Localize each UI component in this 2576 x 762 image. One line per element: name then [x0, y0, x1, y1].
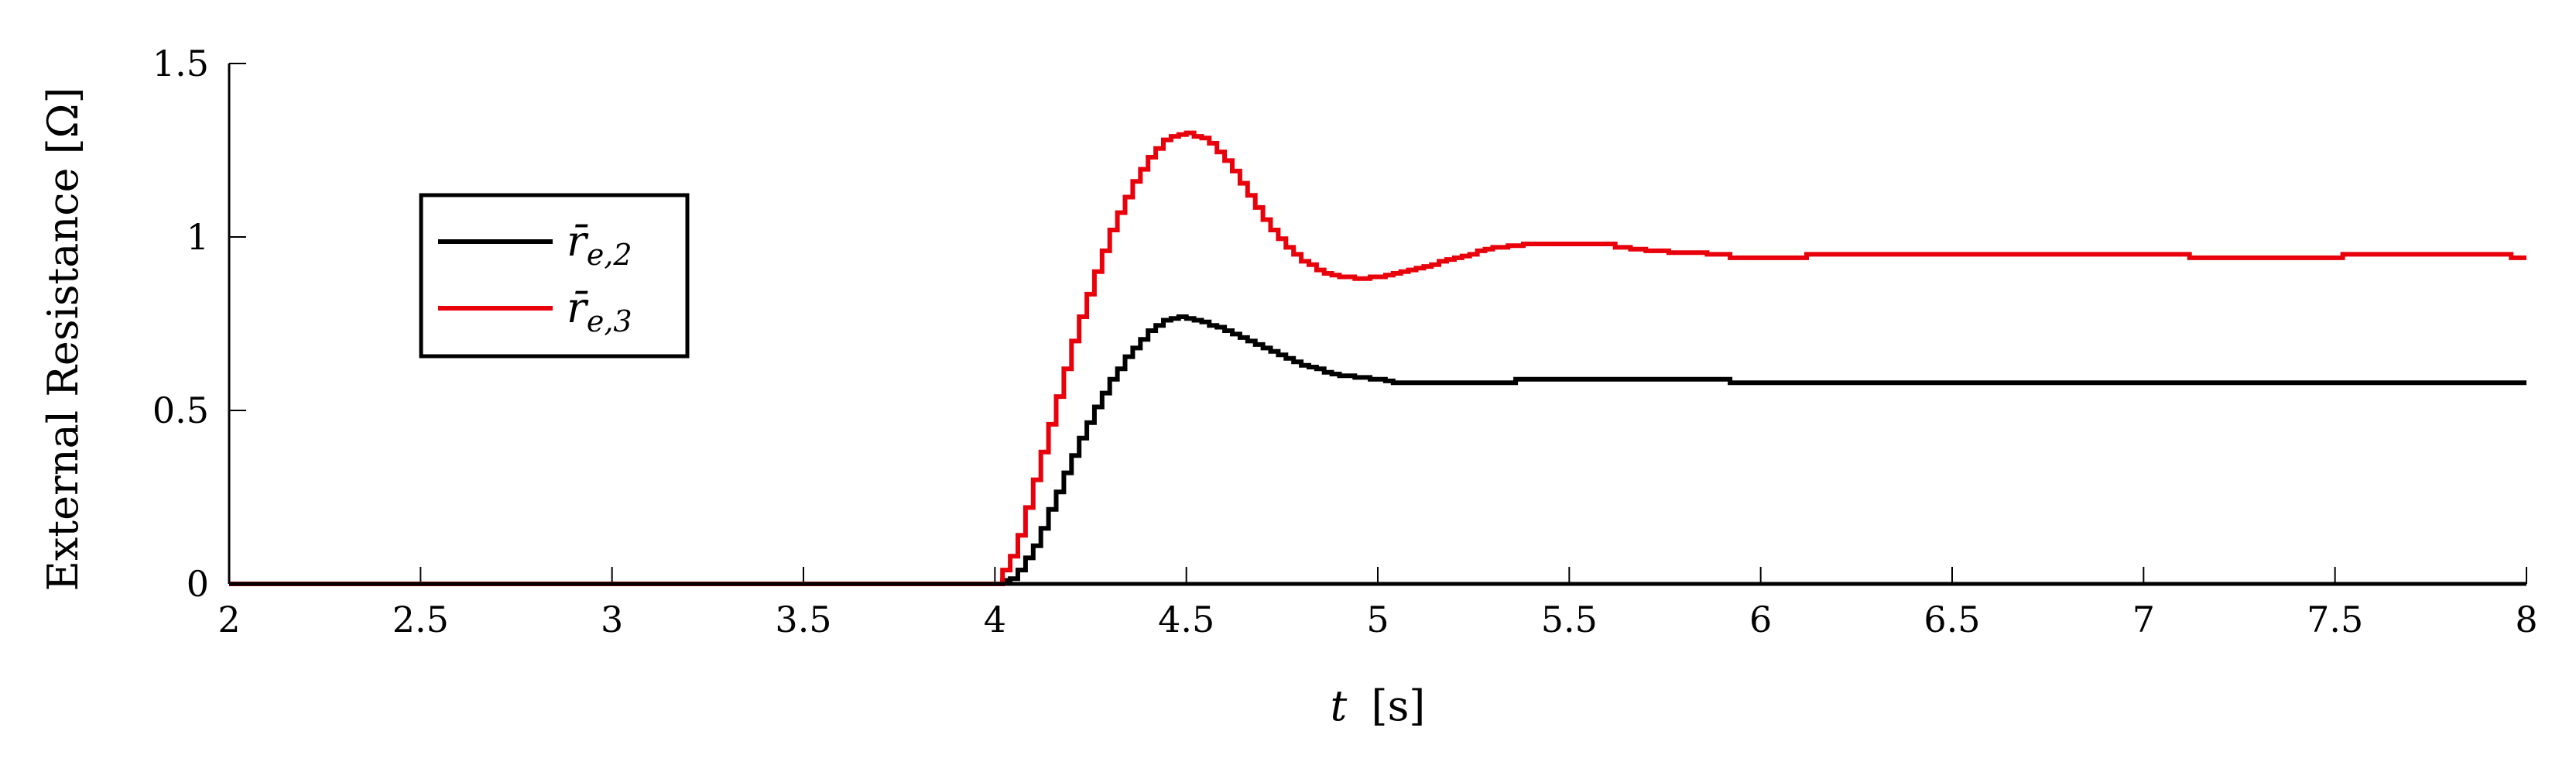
legend-box: [419, 193, 690, 359]
y-tick-label: 1.5: [152, 43, 209, 84]
x-axis-ticks: 2 2.5 3 3.5 4 4.5 5 5.5 6 6.5 7 7.5 8: [218, 567, 2538, 640]
x-tick-label: 3: [601, 599, 623, 640]
legend-label-series-2: r̄e,3: [567, 283, 632, 338]
x-tick-label: 7: [2132, 599, 2155, 640]
x-tick-label: 6.5: [1923, 599, 1980, 640]
y-tick-label: 0: [187, 563, 209, 605]
x-tick-label: 3.5: [775, 599, 831, 640]
x-axis-variable: t: [1331, 681, 1348, 730]
legend-entry-1: r̄e,2: [438, 217, 632, 272]
y-tick-label: 1: [187, 216, 209, 258]
y-axis-ticks: 0 0.5 1 1.5: [152, 43, 246, 605]
legend-entry-2: r̄e,3: [438, 283, 632, 338]
x-tick-label: 2: [218, 599, 240, 640]
x-tick-label: 4.5: [1158, 599, 1214, 640]
plot-area: 2 2.5 3 3.5 4 4.5 5 5.5 6 6.5 7 7.5 8 0 0.5 1 1.5: [152, 43, 2538, 640]
x-tick-label: 5: [1366, 599, 1389, 640]
x-tick-label: 6: [1749, 599, 1772, 640]
y-axis-title: External Resistance [Ω]: [39, 87, 87, 591]
x-tick-label: 5.5: [1541, 599, 1598, 640]
legend: r̄e,2 r̄e,3: [419, 193, 690, 359]
x-tick-label: 2.5: [392, 599, 449, 640]
x-tick-label: 7.5: [2307, 599, 2363, 640]
x-tick-label: 8: [2515, 599, 2537, 640]
x-tick-label: 4: [984, 599, 1006, 640]
x-axis-title: t [s]: [1331, 681, 1426, 730]
y-tick-label: 0.5: [152, 390, 209, 431]
legend-label-series-1: r̄e,2: [567, 217, 632, 272]
x-axis-unit: [s]: [1372, 681, 1426, 730]
